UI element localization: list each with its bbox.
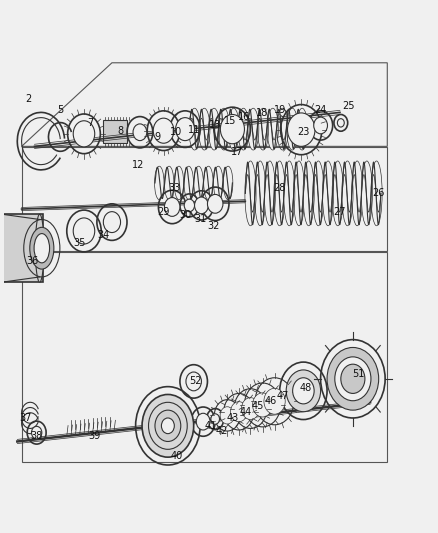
Ellipse shape: [337, 119, 343, 127]
Text: 2: 2: [25, 94, 31, 104]
Ellipse shape: [286, 370, 320, 411]
Ellipse shape: [334, 357, 370, 401]
Text: 40: 40: [170, 450, 182, 461]
Text: 32: 32: [206, 221, 219, 231]
Ellipse shape: [247, 108, 258, 150]
Text: 18: 18: [256, 108, 268, 118]
Ellipse shape: [213, 166, 223, 200]
Text: 34: 34: [97, 230, 109, 240]
Text: 19: 19: [273, 105, 285, 115]
Ellipse shape: [210, 414, 219, 424]
Ellipse shape: [32, 426, 42, 439]
Ellipse shape: [73, 121, 95, 147]
Ellipse shape: [161, 418, 174, 434]
Text: 37: 37: [19, 413, 31, 423]
Text: 24: 24: [314, 105, 326, 115]
Ellipse shape: [292, 378, 314, 404]
Ellipse shape: [154, 166, 164, 200]
Text: 5: 5: [57, 105, 64, 115]
Text: 33: 33: [168, 183, 180, 193]
Text: 38: 38: [31, 431, 42, 441]
Text: 42: 42: [215, 426, 227, 436]
Text: 12: 12: [131, 160, 144, 169]
Ellipse shape: [184, 199, 194, 212]
Ellipse shape: [283, 161, 294, 226]
Text: 48: 48: [299, 383, 311, 393]
Ellipse shape: [241, 398, 259, 419]
Text: 8: 8: [117, 126, 124, 136]
Text: 41: 41: [204, 421, 216, 431]
Ellipse shape: [164, 198, 180, 216]
Ellipse shape: [267, 108, 278, 150]
Text: 17: 17: [230, 147, 242, 157]
Bar: [2, 214, 43, 282]
Ellipse shape: [341, 161, 352, 226]
Ellipse shape: [340, 364, 364, 393]
Text: 23: 23: [297, 127, 309, 137]
Ellipse shape: [103, 212, 120, 232]
Text: 46: 46: [264, 396, 276, 406]
Text: 11: 11: [187, 125, 199, 135]
Ellipse shape: [220, 115, 244, 144]
Ellipse shape: [133, 124, 146, 141]
Ellipse shape: [34, 233, 49, 263]
Ellipse shape: [230, 402, 247, 422]
Text: 52: 52: [189, 376, 201, 386]
Text: 47: 47: [276, 391, 289, 401]
Text: 43: 43: [226, 413, 238, 423]
Text: 15: 15: [223, 116, 236, 126]
Ellipse shape: [188, 108, 200, 150]
Ellipse shape: [313, 117, 327, 134]
Ellipse shape: [228, 108, 239, 150]
Ellipse shape: [196, 413, 209, 430]
Ellipse shape: [30, 228, 54, 269]
Ellipse shape: [174, 166, 183, 200]
Ellipse shape: [219, 407, 234, 424]
Ellipse shape: [194, 166, 203, 200]
Text: 16: 16: [238, 111, 250, 122]
Ellipse shape: [360, 161, 371, 226]
Text: 26: 26: [372, 188, 384, 198]
Text: 31: 31: [194, 214, 206, 224]
Ellipse shape: [287, 113, 314, 147]
Text: 28: 28: [273, 183, 285, 193]
Ellipse shape: [35, 214, 44, 282]
Ellipse shape: [322, 161, 333, 226]
Ellipse shape: [142, 394, 193, 457]
Ellipse shape: [153, 118, 173, 143]
Ellipse shape: [207, 195, 223, 213]
Ellipse shape: [263, 389, 285, 414]
Ellipse shape: [73, 218, 95, 244]
Text: 44: 44: [239, 407, 251, 417]
Ellipse shape: [175, 118, 194, 141]
Text: 51: 51: [351, 369, 364, 378]
Ellipse shape: [286, 108, 297, 150]
Text: 27: 27: [333, 207, 346, 216]
Ellipse shape: [186, 372, 201, 391]
Text: 39: 39: [88, 431, 101, 441]
Text: 9: 9: [154, 132, 160, 142]
Text: 36: 36: [26, 256, 39, 266]
Ellipse shape: [155, 410, 180, 441]
Bar: [103, 120, 127, 143]
Ellipse shape: [244, 161, 255, 226]
Text: 10: 10: [170, 127, 182, 137]
Ellipse shape: [208, 108, 219, 150]
Ellipse shape: [302, 161, 314, 226]
Text: 45: 45: [251, 401, 263, 411]
Ellipse shape: [326, 348, 378, 410]
Text: 25: 25: [342, 101, 354, 111]
Text: 30: 30: [179, 211, 191, 220]
Ellipse shape: [194, 197, 208, 214]
Ellipse shape: [264, 161, 275, 226]
Text: 35: 35: [73, 238, 86, 248]
Ellipse shape: [252, 393, 272, 417]
Text: 29: 29: [157, 207, 170, 216]
Text: 7: 7: [87, 118, 93, 128]
Text: 13: 13: [208, 120, 221, 131]
